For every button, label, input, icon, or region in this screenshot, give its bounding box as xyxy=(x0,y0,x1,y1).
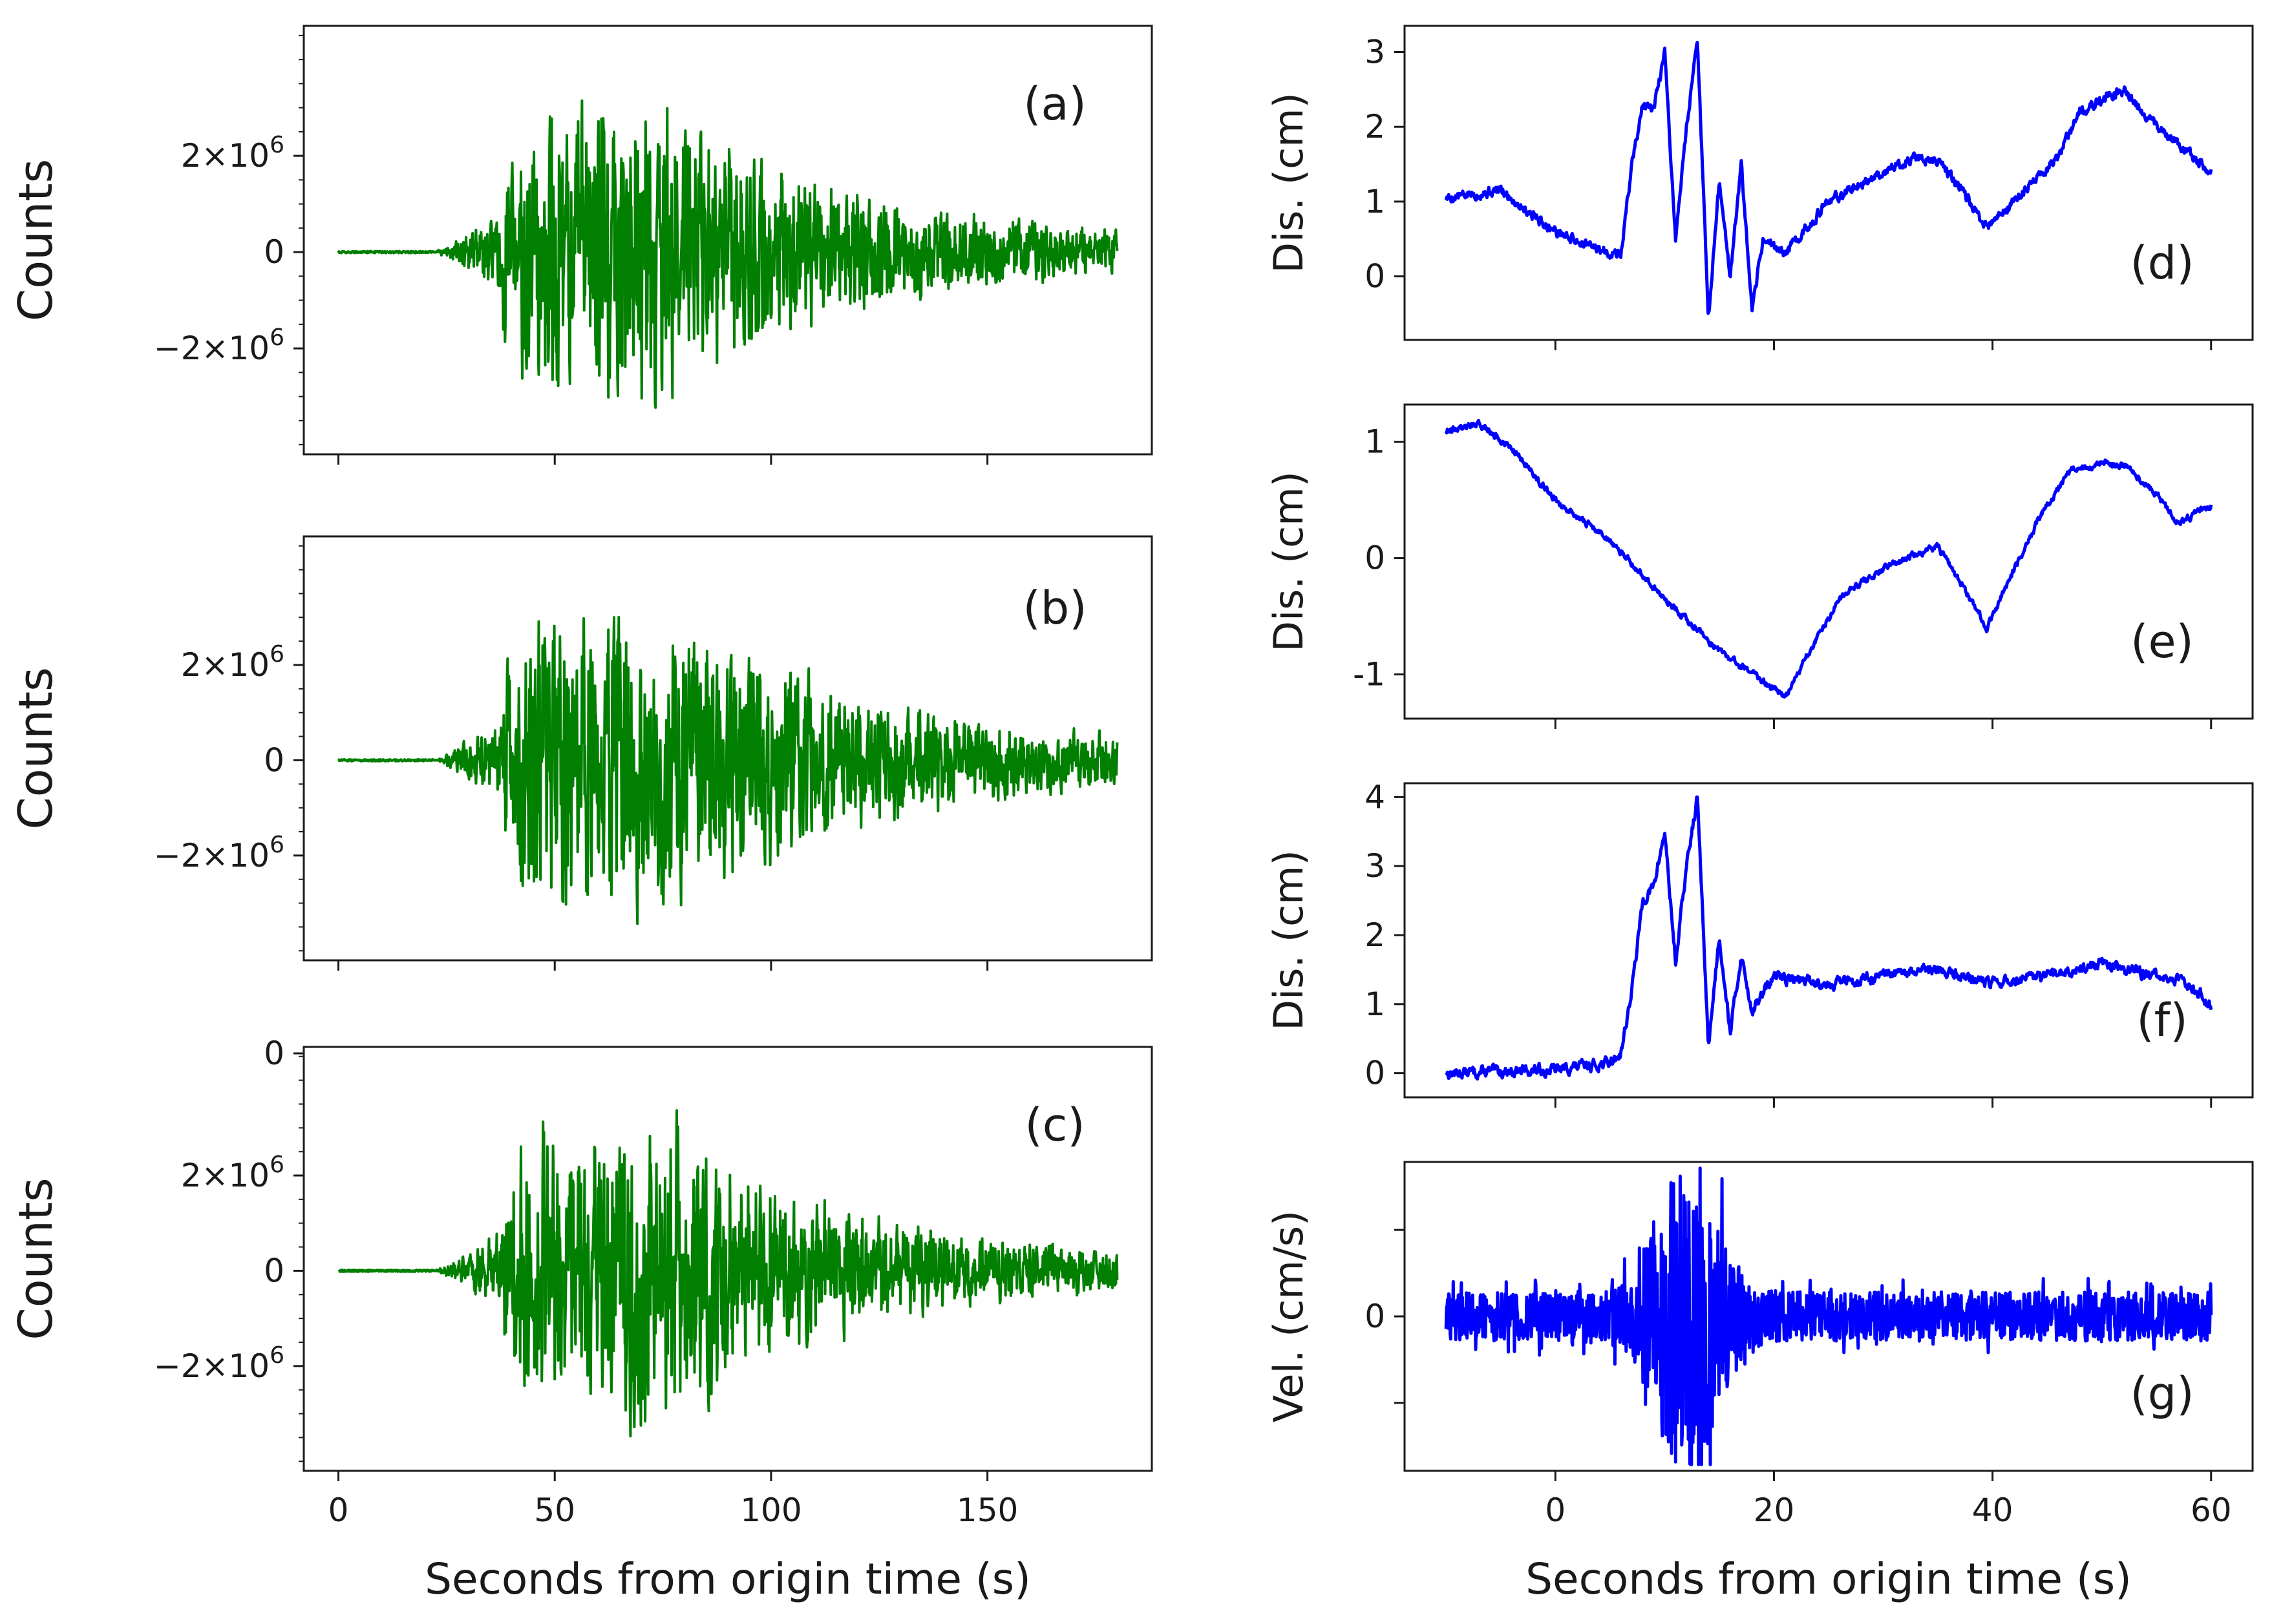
y-tick-label-e-2: 1 xyxy=(1364,423,1385,461)
y-tick-label-f-4: 4 xyxy=(1364,778,1385,816)
x-tick-label-g-0: 0 xyxy=(1545,1492,1566,1529)
panel-c: 0 50 100 150 −2×106 0 2×106 0 Counts (c) Seconds f… xyxy=(8,1035,1153,1604)
y-tick-label-e-0: -1 xyxy=(1353,656,1385,693)
x-axis-label-c: Seconds from origin time (s) xyxy=(425,1554,1031,1604)
y-tick-label-f-3: 3 xyxy=(1364,847,1385,885)
y-axis-label-d: Dis. (cm) xyxy=(1265,92,1312,273)
y-tick-label-b-2: 2×106 xyxy=(181,641,284,684)
series-line-b xyxy=(337,616,1119,925)
panel-tag-a: (a) xyxy=(1023,78,1087,131)
y-tick-label-g-1: 0 xyxy=(1364,1298,1385,1335)
axes-frame-a xyxy=(303,25,1153,456)
y-tick-label-a-2: 2×106 xyxy=(181,132,284,174)
x-tick-label-c-0: 0 xyxy=(328,1492,349,1529)
y-tick-label-c-1: 0 xyxy=(264,1252,284,1289)
y-tick-label-d-0: 0 xyxy=(1364,258,1385,295)
x-tick-label-g-2: 40 xyxy=(1972,1492,2013,1529)
x-tick-label-g-1: 20 xyxy=(1754,1492,1795,1529)
series-line-f xyxy=(1445,795,2213,1081)
y-tick-label-extra-c-0: 0 xyxy=(264,1035,284,1072)
panel-d: 0 1 2 3 Dis. (cm) (d) xyxy=(1265,25,2254,350)
x-tick-label-g-3: 60 xyxy=(2191,1492,2232,1529)
axes-frame-b xyxy=(303,535,1153,962)
y-tick-label-b-0: −2×106 xyxy=(154,832,284,874)
series-line-d xyxy=(1444,41,2213,315)
panel-tag-f: (f) xyxy=(2136,994,2187,1047)
axes-frame-c xyxy=(303,1046,1153,1472)
series-line-g xyxy=(1444,1166,2213,1466)
panel-a: −2×106 0 2×106 Counts (a) xyxy=(8,25,1153,465)
series-line-c xyxy=(337,1109,1119,1438)
axes-frame-e xyxy=(1403,403,2254,720)
series-line-e xyxy=(1444,419,2213,699)
y-tick-label-f-1: 1 xyxy=(1364,986,1385,1023)
y-tick-label-e-1: 0 xyxy=(1364,540,1385,577)
panel-f: 0 1 2 3 4 Dis. (cm) (f) xyxy=(1265,778,2254,1108)
y-tick-label-f-2: 2 xyxy=(1364,916,1385,954)
y-tick-label-b-1: 0 xyxy=(264,741,284,779)
x-axis-label-g: Seconds from origin time (s) xyxy=(1525,1554,2132,1604)
panel-tag-b: (b) xyxy=(1023,582,1087,635)
x-tick-label-c-3: 150 xyxy=(957,1492,1018,1529)
panel-tag-e: (e) xyxy=(2130,615,2194,668)
y-axis-label-f: Dis. (cm) xyxy=(1265,850,1312,1031)
x-tick-label-c-1: 50 xyxy=(534,1492,575,1529)
axes-frame-f xyxy=(1403,782,2254,1099)
y-axis-label-e: Dis. (cm) xyxy=(1265,471,1312,652)
series-line-a xyxy=(337,99,1119,409)
y-tick-label-d-2: 2 xyxy=(1364,108,1385,145)
y-tick-label-c-0: −2×106 xyxy=(154,1342,284,1385)
panel-tag-g: (g) xyxy=(2130,1367,2194,1420)
y-axis-label-a: Counts xyxy=(8,159,63,321)
y-tick-label-d-1: 1 xyxy=(1364,183,1385,220)
y-tick-label-f-0: 0 xyxy=(1364,1055,1385,1092)
y-tick-label-c-2: 2×106 xyxy=(181,1152,284,1194)
y-tick-label-d-3: 3 xyxy=(1364,34,1385,71)
panel-g: 0 20 40 60 0 Vel. (cm/s) (g) Seconds from origi… xyxy=(1265,1161,2254,1604)
y-tick-label-a-0: −2×106 xyxy=(154,324,284,367)
y-axis-label-c: Counts xyxy=(8,1177,63,1340)
x-tick-label-c-2: 100 xyxy=(740,1492,802,1529)
y-tick-label-a-1: 0 xyxy=(264,233,284,271)
y-axis-label-g: Vel. (cm/s) xyxy=(1265,1210,1312,1422)
y-axis-label-b: Counts xyxy=(8,667,63,829)
axes-frame-d xyxy=(1403,25,2254,341)
panel-b: −2×106 0 2×106 Counts (b) xyxy=(8,535,1153,971)
panel-tag-c: (c) xyxy=(1025,1099,1085,1152)
panel-e: -1 0 1 Dis. (cm) (e) xyxy=(1265,403,2254,729)
panel-tag-d: (d) xyxy=(2130,237,2194,290)
